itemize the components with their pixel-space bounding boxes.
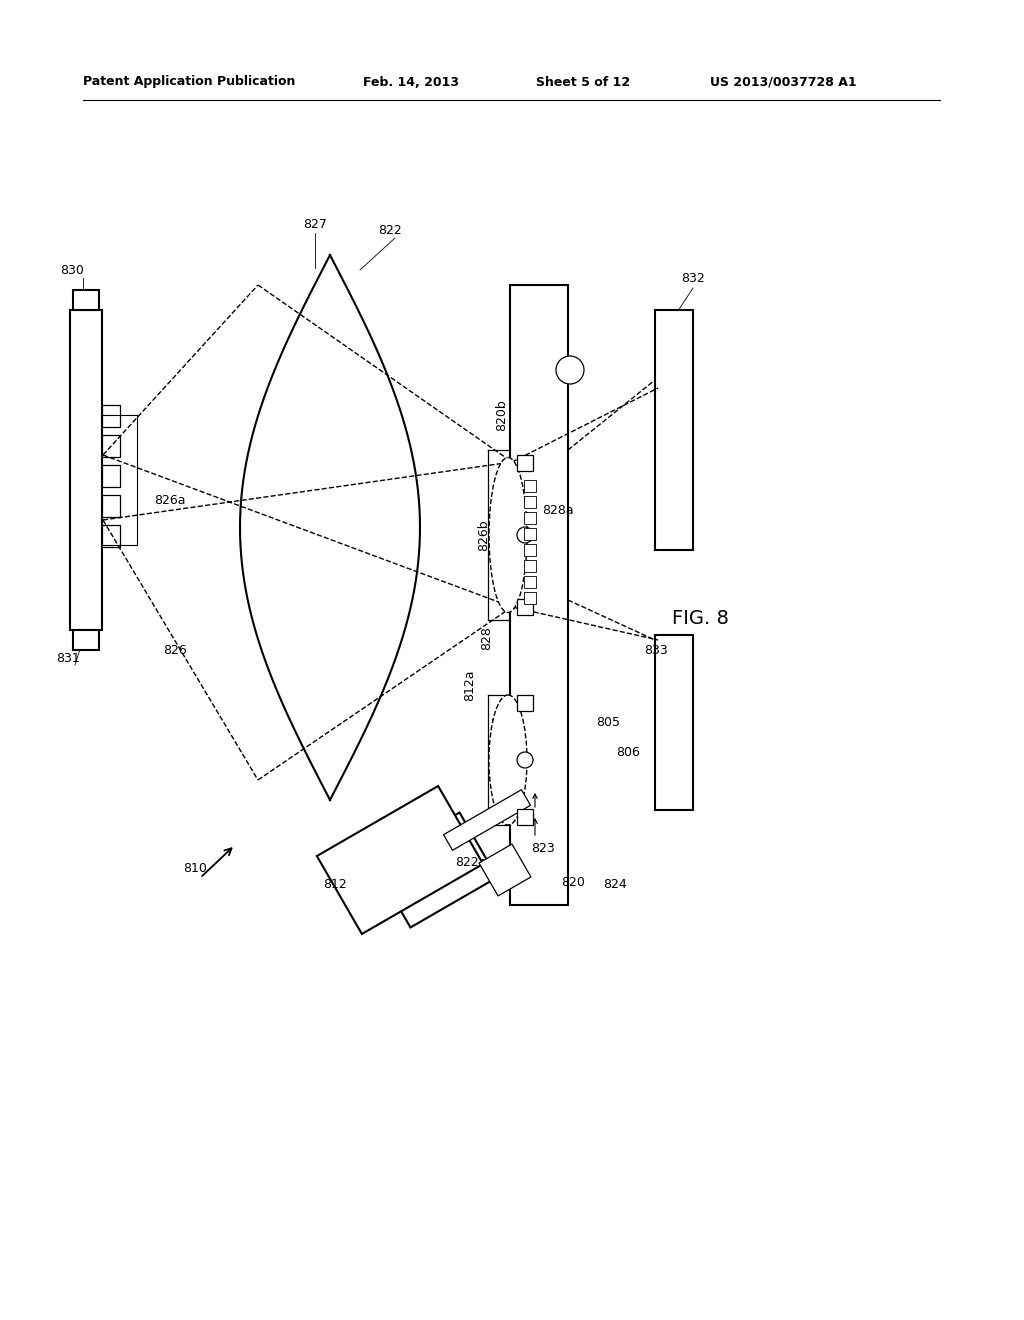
Bar	[517, 455, 534, 471]
Circle shape	[517, 527, 534, 543]
Bar	[655, 635, 693, 810]
Bar	[102, 495, 120, 517]
Bar	[524, 528, 536, 540]
Bar	[102, 525, 120, 546]
Bar	[517, 809, 534, 825]
Text: 830: 830	[60, 264, 84, 276]
Text: 827: 827	[303, 219, 327, 231]
Text: 831: 831	[56, 652, 80, 664]
Text: Patent Application Publication: Patent Application Publication	[83, 75, 295, 88]
Text: 824: 824	[603, 879, 627, 891]
Bar	[517, 599, 534, 615]
Ellipse shape	[489, 696, 527, 825]
Text: Feb. 14, 2013: Feb. 14, 2013	[362, 75, 459, 88]
Text: 826a: 826a	[155, 494, 185, 507]
Text: 823: 823	[531, 842, 555, 854]
Text: Sheet 5 of 12: Sheet 5 of 12	[536, 75, 630, 88]
Text: 812: 812	[324, 879, 347, 891]
Polygon shape	[316, 785, 483, 935]
Text: FIG. 8: FIG. 8	[672, 609, 728, 627]
Text: 832: 832	[681, 272, 705, 285]
Bar	[517, 696, 534, 711]
Text: 805: 805	[596, 717, 620, 730]
Bar	[102, 465, 120, 487]
Text: 833: 833	[644, 644, 668, 656]
Text: 820: 820	[561, 875, 585, 888]
Text: US 2013/0037728 A1: US 2013/0037728 A1	[710, 75, 857, 88]
Bar	[524, 560, 536, 572]
Bar	[524, 591, 536, 605]
Polygon shape	[479, 843, 531, 896]
Bar	[524, 512, 536, 524]
Bar	[73, 630, 99, 649]
Circle shape	[517, 752, 534, 768]
Bar	[524, 496, 536, 508]
Bar	[524, 544, 536, 556]
Text: 806: 806	[616, 747, 640, 759]
Bar	[655, 310, 693, 550]
Text: 826b: 826b	[477, 519, 490, 550]
Bar	[70, 310, 102, 630]
Text: 826: 826	[163, 644, 186, 656]
Bar	[73, 290, 99, 310]
Bar	[510, 285, 568, 906]
Text: 828a: 828a	[542, 503, 573, 516]
Circle shape	[556, 356, 584, 384]
Text: 812a: 812a	[464, 669, 476, 701]
Bar	[524, 480, 536, 492]
Polygon shape	[240, 255, 420, 800]
Bar	[102, 405, 120, 426]
Text: 810: 810	[183, 862, 207, 874]
Text: 828: 828	[480, 626, 494, 649]
Text: 820a: 820a	[496, 713, 509, 743]
Polygon shape	[443, 789, 530, 850]
Text: 822: 822	[378, 223, 401, 236]
Ellipse shape	[489, 458, 527, 612]
Text: 822a: 822a	[456, 857, 486, 870]
Bar	[524, 576, 536, 587]
Polygon shape	[373, 813, 497, 928]
Text: 820b: 820b	[496, 399, 509, 430]
Bar	[102, 436, 120, 457]
